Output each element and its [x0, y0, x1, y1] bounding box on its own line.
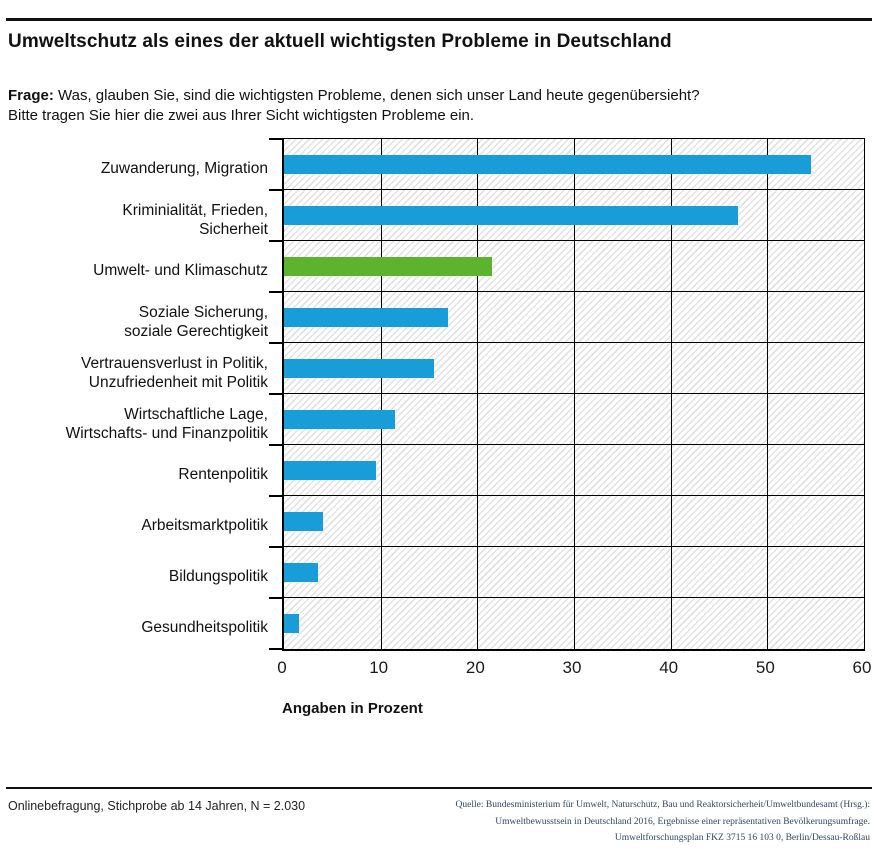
bar — [284, 562, 318, 582]
frage-label: Frage: — [8, 87, 54, 104]
gridline-vertical — [767, 139, 769, 649]
gridline-vertical — [477, 139, 479, 649]
y-axis-tick — [269, 138, 282, 140]
bar — [284, 154, 811, 174]
bar-row — [284, 190, 864, 241]
bar — [284, 409, 396, 429]
x-axis-tick-label: 40 — [659, 658, 679, 677]
source-line: Quelle: Bundesministerium für Umwelt, Na… — [455, 800, 870, 810]
bar-highlighted — [284, 256, 492, 276]
y-axis-tick — [269, 240, 282, 242]
bar — [284, 205, 739, 225]
bar-row — [284, 445, 864, 496]
bar-chart: Zuwanderung, Migration Kriminialität, Fri… — [0, 138, 871, 717]
bar — [284, 358, 434, 378]
survey-question: Frage: Was, glauben Sie, sind die wichti… — [8, 86, 700, 126]
gridline-vertical — [670, 139, 672, 649]
bar-row — [284, 496, 864, 547]
y-axis-tick — [269, 393, 282, 395]
x-axis: 0 10 20 30 40 50 60 — [277, 658, 871, 682]
bar-row — [284, 241, 864, 292]
bar-row — [284, 547, 864, 598]
survey-method-note: Onlinebefragung, Stichprobe ab 14 Jahren… — [8, 799, 306, 813]
y-axis-tick — [269, 189, 282, 191]
footer-rule — [6, 787, 872, 789]
category-label: Soziale Sicherung, soziale Gerechtigkeit — [124, 303, 268, 340]
x-axis-tick-label: 50 — [755, 658, 775, 677]
source-line: Umweltforschungsplan FKZ 3715 16 103 0, … — [614, 833, 870, 843]
category-label: Zuwanderung, Migration — [100, 160, 268, 178]
y-axis-tick — [269, 648, 282, 650]
category-label: Vertrauensverlust in Politik, Unzufriede… — [81, 354, 268, 391]
x-axis-tick-label: 0 — [277, 658, 287, 677]
bar-row — [284, 343, 864, 394]
page-title: Umweltschutz als eines der aktuell wicht… — [8, 31, 672, 52]
category-label: Gesundheitspolitik — [141, 619, 268, 637]
y-axis-tick — [269, 291, 282, 293]
category-label: Umwelt- und Klimaschutz — [93, 262, 268, 280]
x-axis-tick-label: 10 — [369, 658, 389, 677]
category-label: Arbeitsmarktpolitik — [141, 517, 268, 535]
category-label: Wirtschaftliche Lage, Wirtschafts- und F… — [65, 405, 268, 442]
y-axis-tick — [269, 444, 282, 446]
category-label: Rentenpolitik — [178, 466, 268, 484]
top-rule — [6, 18, 872, 21]
y-axis-tick — [269, 546, 282, 548]
plot-wrap: 0 10 20 30 40 50 60 Angaben in Prozent — [269, 138, 871, 717]
gridline-vertical — [574, 139, 575, 649]
x-axis-tick-label: 60 — [852, 658, 872, 677]
gridline-vertical — [380, 139, 382, 649]
y-axis-tick — [269, 342, 282, 344]
frage-line2: Bitte tragen Sie hier die zwei aus Ihrer… — [8, 107, 475, 124]
bar-row — [284, 598, 864, 649]
x-axis-tick-label: 20 — [465, 658, 485, 677]
x-axis-tick-label: 30 — [562, 658, 582, 677]
bar-row — [284, 394, 864, 445]
plot-area — [269, 138, 865, 651]
y-axis-tick — [269, 597, 282, 599]
bar — [284, 614, 299, 633]
x-axis-label: Angaben in Prozent — [282, 700, 423, 717]
source-citation: Quelle: Bundesministerium für Umwelt, Na… — [456, 797, 870, 847]
source-line: Umweltbewusstsein in Deutschland 2016, E… — [495, 816, 870, 827]
bar-rows — [284, 139, 864, 649]
category-labels: Zuwanderung, Migration Kriminialität, Fri… — [0, 138, 268, 717]
bar-row — [284, 139, 864, 190]
y-axis-tick — [269, 495, 282, 497]
bar — [284, 307, 449, 327]
frage-line1: Was, glauben Sie, sind die wichtigsten P… — [58, 87, 700, 104]
bar — [284, 460, 376, 480]
category-label: Bildungspolitik — [168, 568, 268, 586]
bar-row — [284, 292, 864, 343]
category-label: Kriminialität, Frieden, Sicherheit — [122, 201, 268, 238]
bar — [284, 511, 323, 531]
